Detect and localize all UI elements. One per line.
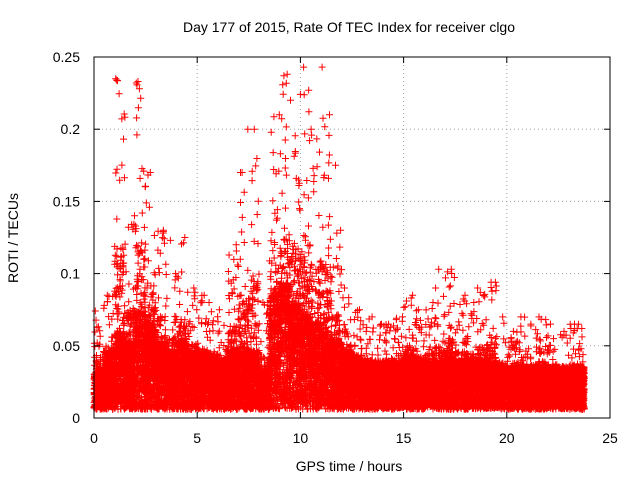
data-point xyxy=(142,240,150,248)
data-point xyxy=(113,165,121,173)
data-point xyxy=(214,318,222,326)
data-point xyxy=(120,135,127,143)
data-point xyxy=(105,321,113,329)
data-point xyxy=(215,306,223,314)
data-point xyxy=(91,343,99,351)
data-point xyxy=(118,289,126,297)
data-point xyxy=(133,114,141,122)
data-point xyxy=(178,268,186,276)
data-point xyxy=(169,326,177,334)
data-point xyxy=(150,232,158,239)
data-point xyxy=(207,308,215,316)
data-point xyxy=(133,131,141,139)
data-point xyxy=(140,255,148,263)
chart-title: Day 177 of 2015, Rate Of TEC Index for r… xyxy=(183,19,515,35)
data-point xyxy=(193,306,201,314)
data-points xyxy=(90,63,588,413)
data-point xyxy=(111,251,119,259)
data-point xyxy=(134,78,142,85)
data-point xyxy=(190,284,198,292)
data-point xyxy=(179,239,187,247)
data-point xyxy=(178,240,185,248)
data-point xyxy=(91,307,99,315)
data-point xyxy=(136,174,144,182)
data-point xyxy=(155,264,163,272)
data-point xyxy=(93,383,101,391)
data-point xyxy=(181,234,189,241)
data-point xyxy=(138,209,146,217)
data-point xyxy=(176,287,184,295)
data-point xyxy=(91,370,99,378)
data-point xyxy=(189,301,197,309)
data-point xyxy=(137,94,145,102)
data-point xyxy=(113,252,121,260)
data-point xyxy=(94,323,102,331)
data-point xyxy=(112,75,120,83)
data-point xyxy=(104,298,111,306)
data-point xyxy=(125,280,133,288)
data-point xyxy=(140,223,148,231)
data-point xyxy=(113,215,121,223)
data-point xyxy=(118,161,126,169)
data-point xyxy=(125,298,133,306)
data-point xyxy=(194,339,202,347)
data-point xyxy=(134,104,142,112)
data-point xyxy=(96,327,104,335)
data-point xyxy=(121,302,129,310)
data-point xyxy=(162,271,170,278)
data-point xyxy=(190,323,198,331)
data-point xyxy=(112,169,120,177)
data-point xyxy=(163,294,171,302)
data-point xyxy=(121,113,129,121)
data-point xyxy=(91,390,99,398)
data-point xyxy=(142,199,150,207)
data-point xyxy=(184,288,192,296)
data-point xyxy=(115,90,123,98)
data-point xyxy=(162,260,170,268)
data-point xyxy=(103,291,111,299)
data-point xyxy=(176,301,184,308)
data-point xyxy=(94,379,102,387)
data-point xyxy=(134,259,142,267)
data-point xyxy=(97,372,105,379)
data-point xyxy=(171,276,179,284)
data-point xyxy=(156,322,164,330)
data-point xyxy=(131,212,138,220)
data-point xyxy=(142,182,149,190)
data-point xyxy=(183,308,191,316)
data-point xyxy=(215,327,223,335)
data-point xyxy=(171,284,179,292)
data-point xyxy=(205,299,213,306)
data-point xyxy=(100,301,108,309)
data-point xyxy=(96,340,104,348)
data-point xyxy=(114,315,122,323)
data-point xyxy=(145,203,153,211)
data-point xyxy=(225,309,233,316)
data-point xyxy=(91,328,99,336)
data-point xyxy=(220,321,228,329)
data-point xyxy=(162,302,170,310)
